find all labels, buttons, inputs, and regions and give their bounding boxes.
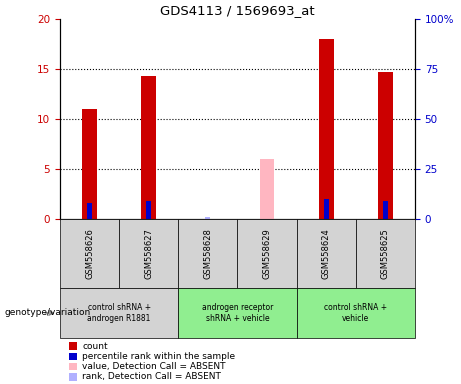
Text: GSM558626: GSM558626 [85, 228, 94, 279]
Text: count: count [82, 342, 108, 351]
Bar [146, 201, 151, 219]
Bar [319, 39, 334, 219]
Text: genotype/variation: genotype/variation [5, 308, 91, 318]
Bar [324, 199, 329, 219]
Title: GDS4113 / 1569693_at: GDS4113 / 1569693_at [160, 3, 315, 17]
Bar [87, 203, 92, 219]
Bar [82, 109, 97, 219]
Text: GSM558624: GSM558624 [322, 228, 331, 279]
Bar [260, 159, 274, 219]
Text: percentile rank within the sample: percentile rank within the sample [82, 352, 235, 361]
Text: GSM558628: GSM558628 [203, 228, 213, 279]
Text: GSM558627: GSM558627 [144, 228, 153, 279]
Text: control shRNA +
androgen R1881: control shRNA + androgen R1881 [88, 303, 151, 323]
Bar [378, 72, 393, 219]
Text: androgen receptor
shRNA + vehicle: androgen receptor shRNA + vehicle [202, 303, 273, 323]
Text: GSM558625: GSM558625 [381, 228, 390, 279]
Text: control shRNA +
vehicle: control shRNA + vehicle [324, 303, 387, 323]
Bar [206, 217, 210, 219]
Text: rank, Detection Call = ABSENT: rank, Detection Call = ABSENT [82, 372, 221, 381]
Bar [141, 76, 156, 219]
Text: GSM558629: GSM558629 [262, 228, 272, 279]
Bar [383, 201, 388, 219]
Text: value, Detection Call = ABSENT: value, Detection Call = ABSENT [82, 362, 225, 371]
